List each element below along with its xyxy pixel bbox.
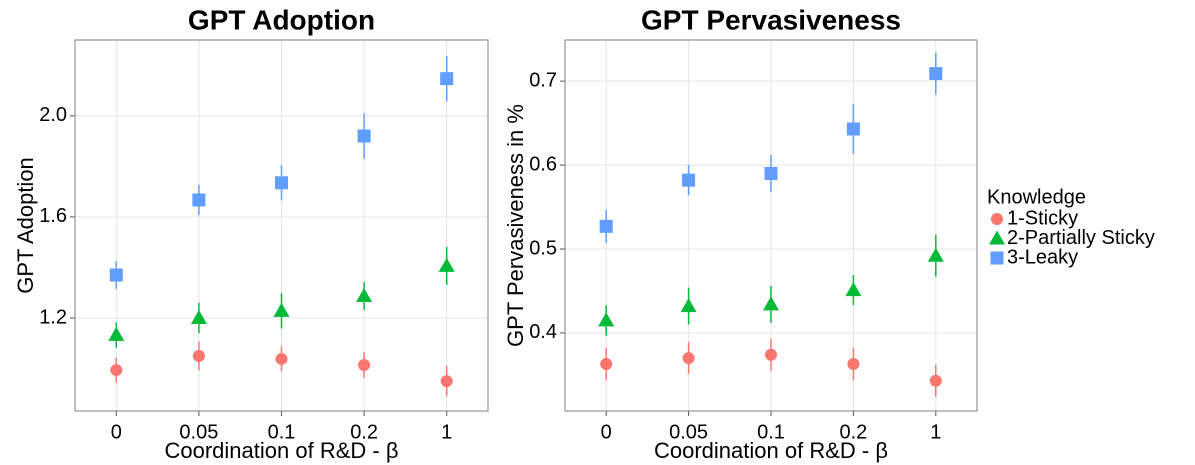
point (991, 213, 1003, 225)
point (440, 375, 453, 388)
x-tick-label: 0.05 (179, 421, 218, 443)
x-tick-label: 1 (930, 421, 941, 443)
point (275, 176, 288, 190)
point (108, 326, 125, 341)
y-tick-label: 2.0 (39, 104, 67, 126)
point (598, 312, 615, 327)
plot-border (564, 39, 978, 412)
point (990, 251, 1004, 265)
y-tick-label: 0.6 (529, 153, 557, 175)
x-tick-label: 0 (601, 421, 612, 443)
chart-title: GPT Pervasiveness (641, 4, 901, 35)
x-tick-label: 0.2 (350, 421, 378, 443)
x-tick-label: 0.05 (669, 421, 708, 443)
point (845, 282, 862, 297)
point (599, 219, 613, 233)
point (846, 122, 860, 136)
point (357, 129, 371, 143)
point (764, 166, 778, 180)
point (989, 230, 1005, 245)
point (110, 364, 123, 377)
point (356, 288, 373, 303)
point (929, 67, 943, 81)
x-axis-label: Coordination of R&D - β (654, 438, 888, 463)
point (847, 357, 860, 370)
point (109, 268, 123, 282)
point (438, 257, 455, 272)
point (682, 173, 696, 187)
y-tick-label: 1.6 (39, 205, 67, 227)
point (190, 309, 207, 324)
y-tick-label: 0.7 (529, 69, 557, 91)
x-tick-label: 0.1 (268, 421, 296, 443)
legend-title: Knowledge (987, 186, 1086, 208)
chart-title: GPT Adoption (188, 4, 375, 35)
point (358, 359, 371, 372)
point (929, 374, 942, 387)
y-tick-label: 0.4 (529, 321, 557, 343)
point (275, 352, 288, 365)
y-axis-label: GPT Adoption (13, 157, 38, 294)
point (927, 247, 944, 262)
legend-label: 3-Leaky (1007, 246, 1078, 268)
point (600, 357, 613, 370)
x-tick-label: 0.1 (757, 421, 785, 443)
point (680, 298, 697, 313)
point (682, 352, 695, 365)
point (763, 296, 779, 311)
point (273, 302, 290, 317)
legend-label: 2-Partially Sticky (1007, 227, 1155, 249)
y-tick-label: 1.2 (39, 306, 67, 328)
y-axis-label: GPT Pervasiveness in % (503, 104, 528, 347)
point (440, 72, 454, 86)
point (192, 349, 205, 362)
x-tick-label: 0 (111, 421, 122, 443)
y-tick-label: 0.5 (529, 237, 557, 259)
x-tick-label: 0.2 (839, 421, 867, 443)
point (192, 193, 206, 207)
x-axis-label: Coordination of R&D - β (165, 438, 399, 463)
x-tick-label: 1 (441, 421, 452, 443)
point (765, 348, 777, 361)
legend-label: 1-Sticky (1007, 207, 1078, 229)
plot-border (74, 39, 489, 412)
